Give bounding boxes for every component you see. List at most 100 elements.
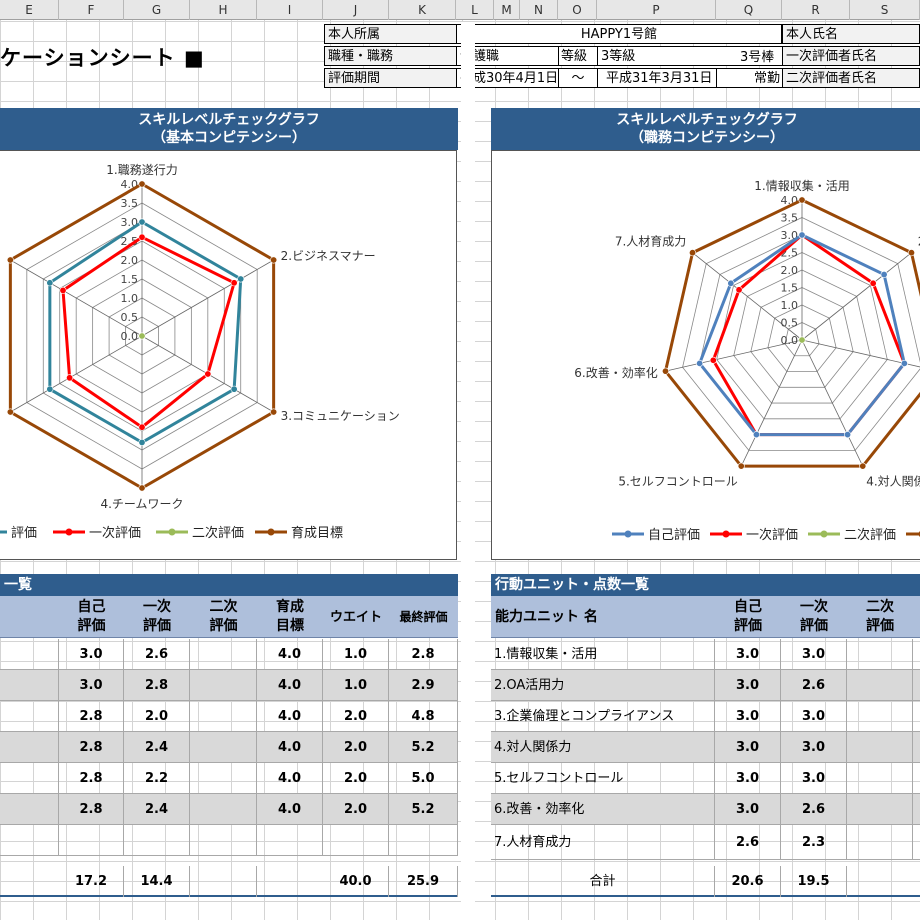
employment-type[interactable]: 常勤 [716,68,783,88]
total-cell[interactable]: 25.9 [389,866,458,897]
table-cell[interactable]: 4.0 [257,763,323,794]
total-cell[interactable] [190,866,257,897]
period-start[interactable]: 平成30年4月1日 [456,68,559,88]
table-cell[interactable]: 4.0 [257,701,323,732]
table-cell[interactable] [190,639,257,670]
unit-name[interactable]: 1.情報収集・活用 [491,639,715,670]
table-cell[interactable]: 2.0 [323,763,389,794]
table-row[interactable]: 2.OA活用力 3.0 2.6 [491,670,920,701]
table-cell[interactable]: 5.2 [389,732,458,763]
table-row[interactable]: 2.8 2.4 4.0 2.0 5.2 [0,732,458,763]
table-row[interactable]: 3.0 2.6 4.0 1.0 2.8 [0,639,458,670]
column-header-E[interactable]: E [0,0,59,20]
table-cell[interactable]: 2.0 [124,701,190,732]
table-cell[interactable]: 4.0 [257,794,323,825]
column-header-M[interactable]: M [494,0,520,20]
table-row[interactable]: 2.8 2.4 4.0 2.0 5.2 [0,794,458,825]
table-cell[interactable]: 2.6 [781,670,847,701]
period-end[interactable]: 平成31年3月31日 [597,68,717,88]
unit-name[interactable]: 5.セルフコントロール [491,763,715,794]
table-cell[interactable] [847,670,913,701]
chart2-panel[interactable]: 0.00.51.01.52.02.53.03.54.01.情報収集・活用2.3.… [491,150,920,560]
table-row[interactable]: 2.8 2.0 4.0 2.0 4.8 [0,701,458,732]
column-header-R[interactable]: R [782,0,850,20]
table-row[interactable]: 6.改善・効率化 3.0 2.6 [491,794,920,825]
column-header-L[interactable]: L [456,0,494,20]
table-cell[interactable]: 3.0 [715,639,781,670]
table-cell[interactable]: 4.8 [389,701,458,732]
total-cell[interactable]: 14.4 [124,866,190,897]
table-row[interactable]: 5.セルフコントロール 3.0 3.0 [491,763,920,794]
table-cell[interactable]: 2.8 [389,639,458,670]
table-cell[interactable]: 4.0 [257,639,323,670]
table-row[interactable]: 7.人材育成力 2.6 2.3 [491,825,920,860]
table-row[interactable]: 3.0 2.8 4.0 1.0 2.9 [0,670,458,701]
table-cell[interactable]: 1.0 [323,670,389,701]
table-row[interactable]: 1.情報収集・活用 3.0 3.0 [491,639,920,670]
table-cell[interactable] [190,670,257,701]
table-cell[interactable]: 2.8 [59,701,124,732]
column-header-O[interactable]: O [558,0,597,20]
unit-name[interactable]: 4.対人関係力 [491,732,715,763]
table-cell[interactable]: 2.6 [124,639,190,670]
unit-name[interactable]: 2.OA活用力 [491,670,715,701]
table-cell[interactable] [323,825,389,856]
column-header-N[interactable]: N [520,0,558,20]
table-cell[interactable] [847,701,913,732]
column-header-J[interactable]: J [323,0,389,20]
table-cell[interactable] [847,639,913,670]
table-cell[interactable]: 1.0 [323,639,389,670]
unit-name[interactable]: 3.企業倫理とコンプライアンス [491,701,715,732]
table-cell[interactable] [389,825,458,856]
table-cell[interactable]: 2.8 [59,763,124,794]
affiliation-value[interactable]: HAPPY1号館 [456,24,782,44]
table-cell[interactable]: 2.8 [59,794,124,825]
table-cell[interactable]: 3.0 [715,670,781,701]
total-cell[interactable]: 19.5 [781,866,847,897]
table-cell[interactable] [847,825,913,860]
table-cell[interactable] [847,794,913,825]
table-cell[interactable]: 2.8 [124,670,190,701]
table-cell[interactable]: 4.0 [257,732,323,763]
table-cell[interactable] [257,825,323,856]
table-cell[interactable] [190,825,257,856]
table-row[interactable] [0,825,458,856]
table-cell[interactable]: 3.0 [781,639,847,670]
grade-value[interactable]: 3等級 [597,46,783,66]
column-header-S[interactable]: S [850,0,920,20]
table-cell[interactable] [190,732,257,763]
table-cell[interactable]: 3.0 [715,794,781,825]
table-cell[interactable]: 3.0 [59,670,124,701]
total-row[interactable]: 17.2 14.4 40.0 25.9 [0,866,458,897]
column-header-P[interactable]: P [597,0,716,20]
table-cell[interactable]: 2.2 [124,763,190,794]
chart1-panel[interactable]: 0.0 0.5 1.0 1.5 2.0 2.5 3.0 3.5 4.0 1.職務遂行力 2.ビジネス… [0,150,457,560]
table-row[interactable]: 2.8 2.2 4.0 2.0 5.0 [0,763,458,794]
table-cell[interactable]: 2.6 [715,825,781,860]
total-cell[interactable]: 17.2 [59,866,124,897]
table-cell[interactable]: 2.9 [389,670,458,701]
table-cell[interactable]: 3.0 [781,763,847,794]
table-cell[interactable]: 3.0 [715,763,781,794]
table-cell[interactable]: 2.0 [323,701,389,732]
column-header-K[interactable]: K [389,0,456,20]
table-cell[interactable] [190,763,257,794]
column-header-I[interactable]: I [257,0,323,20]
column-header-F[interactable]: F [59,0,124,20]
column-header-Q[interactable]: Q [716,0,782,20]
column-header-H[interactable]: H [190,0,257,20]
table-cell[interactable]: 3.0 [781,732,847,763]
table-cell[interactable]: 3.0 [781,701,847,732]
total-row[interactable]: 合計 20.6 19.5 [491,866,920,897]
table-row[interactable]: 4.対人関係力 3.0 3.0 [491,732,920,763]
table-cell[interactable] [124,825,190,856]
table-cell[interactable]: 2.3 [781,825,847,860]
unit-name[interactable]: 6.改善・効率化 [491,794,715,825]
table-cell[interactable]: 2.0 [323,732,389,763]
table-cell[interactable]: 5.0 [389,763,458,794]
unit-name[interactable]: 7.人材育成力 [491,825,715,860]
table-cell[interactable]: 2.4 [124,794,190,825]
total-cell[interactable]: 20.6 [715,866,781,897]
table-cell[interactable]: 2.8 [59,732,124,763]
